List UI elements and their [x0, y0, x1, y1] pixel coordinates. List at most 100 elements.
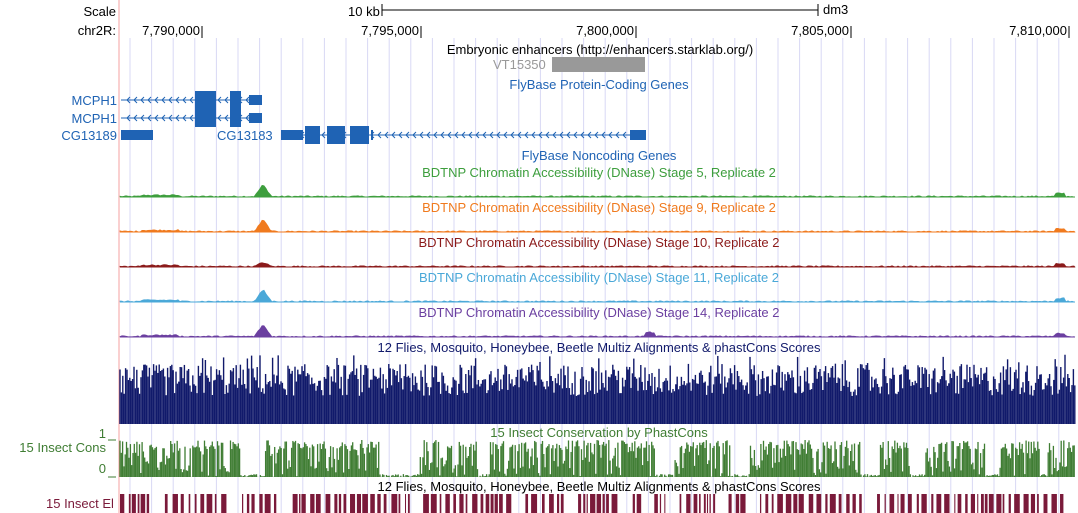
mcph1-b-strand-arrow [245, 114, 250, 122]
conserved-element [921, 494, 927, 513]
conserved-element [241, 494, 244, 513]
cg13183-strand-arrow [475, 131, 480, 139]
flybase-noncoding-track-title[interactable]: FlyBase Noncoding Genes [521, 148, 677, 163]
dnase-stage5-title[interactable]: BDTNP Chromatin Accessibility (DNase) St… [422, 165, 776, 180]
cg13183-strand-arrow [615, 131, 620, 139]
multiz-track-title[interactable]: 12 Flies, Mosquito, Honeybee, Beetle Mul… [377, 340, 821, 355]
dnase-signal-0 [119, 184, 1076, 198]
cg13183-strand-arrow [538, 131, 543, 139]
gene-label-mcph1-a[interactable]: MCPH1 [71, 93, 117, 108]
cg13183-strand-arrow [510, 131, 515, 139]
dnase-stage14-title[interactable]: BDTNP Chromatin Accessibility (DNase) St… [418, 305, 780, 320]
dnase-stage10-title[interactable]: BDTNP Chromatin Accessibility (DNase) St… [418, 235, 780, 250]
cons-track-title[interactable]: 15 Insect Conservation by PhastCons [490, 425, 708, 440]
conserved-element [560, 494, 564, 513]
conserved-element [606, 494, 609, 513]
conserved-element [531, 494, 538, 513]
conserved-element [480, 494, 484, 513]
conserved-element [980, 494, 984, 513]
conserved-element [877, 494, 880, 513]
conserved-element [140, 494, 146, 513]
conserved-element [808, 494, 814, 513]
cg13183-strand-arrow [573, 131, 578, 139]
cg13183-exon [350, 126, 369, 144]
conserved-element [1014, 494, 1020, 513]
conserved-element [407, 494, 410, 513]
elements-side-label[interactable]: 15 Insect El [46, 496, 114, 511]
conserved-element [829, 494, 836, 513]
elements-track-title[interactable]: 12 Flies, Mosquito, Honeybee, Beetle Mul… [377, 479, 821, 494]
conserved-element [785, 494, 792, 513]
conserved-element [172, 494, 178, 513]
conserved-element [740, 494, 746, 513]
conserved-element [377, 494, 381, 513]
conserved-element [465, 494, 468, 513]
conserved-element [699, 494, 701, 513]
cg13183-strand-arrow [447, 131, 452, 139]
conserved-element [632, 494, 635, 513]
mcph1-b-strand-arrow [133, 114, 138, 122]
cons-y-max-label: 1 [98, 426, 106, 441]
mcph1-a-strand-arrow [189, 96, 194, 104]
mcph1-a-strand-arrow [133, 96, 138, 104]
cg13183-strand-arrow [559, 131, 564, 139]
conserved-element [703, 494, 706, 513]
conserved-element [499, 494, 503, 513]
cg13183-strand-arrow [531, 131, 536, 139]
mcph1-b-strand-arrow [126, 114, 131, 122]
conserved-element [292, 494, 298, 513]
conserved-element [996, 494, 1002, 513]
gene-label-cg13189[interactable]: CG13189 [61, 128, 117, 143]
conserved-element [264, 494, 271, 513]
dnase-stage9-title[interactable]: BDTNP Chromatin Accessibility (DNase) St… [422, 200, 776, 215]
gene-label-cg13183[interactable]: CG13183 [217, 128, 273, 143]
conserved-element [970, 494, 975, 513]
conserved-element [472, 494, 478, 513]
cg13183-strand-arrow [405, 131, 410, 139]
conserved-element [120, 494, 125, 513]
conserved-element [180, 494, 184, 513]
conserved-element [636, 494, 642, 513]
conserved-element [343, 494, 347, 513]
conserved-element [194, 494, 197, 513]
cg13183-strand-arrow [433, 131, 438, 139]
conserved-element [578, 494, 582, 513]
cons-side-label[interactable]: 15 Insect Cons [19, 440, 106, 455]
cg13183-strand-arrow [321, 131, 326, 139]
conserved-element [984, 494, 988, 513]
mcph1-a-exon [195, 91, 216, 109]
conserved-element [1060, 494, 1064, 513]
flybase-coding-track-title[interactable]: FlyBase Protein-Coding Genes [509, 77, 689, 92]
enhancers-track-title[interactable]: Embryonic enhancers (http://enhancers.st… [446, 42, 754, 57]
conserved-element [1023, 494, 1029, 513]
conserved-element [957, 494, 962, 513]
cg13183-strand-arrow [601, 131, 606, 139]
conserved-element [423, 494, 429, 513]
scale-label: Scale [83, 4, 116, 19]
dnase-stage11-title[interactable]: BDTNP Chromatin Accessibility (DNase) St… [418, 270, 780, 285]
conserved-element [273, 494, 277, 513]
mcph1-b-strand-arrow [168, 114, 173, 122]
conserved-element [586, 494, 588, 513]
mcph1-b-exon [195, 109, 216, 127]
conserved-element [525, 494, 529, 513]
mcph1-a-strand-arrow [140, 96, 145, 104]
conserved-element [1002, 494, 1005, 513]
enhancer-feature-label[interactable]: VT15350 [493, 57, 546, 72]
conserved-element [596, 494, 602, 513]
conserved-element [816, 494, 822, 513]
cg13183-strand-arrow [440, 131, 445, 139]
conserved-element [490, 494, 494, 513]
conserved-element [771, 494, 774, 513]
gene-label-mcph1-b[interactable]: MCPH1 [71, 111, 117, 126]
cg13183-strand-arrow [468, 131, 473, 139]
conserved-element [542, 494, 545, 513]
cg13183-strand-arrow [496, 131, 501, 139]
conserved-element [246, 494, 250, 513]
ruler-position-3: 7,800,000 [576, 23, 634, 38]
conserved-element [706, 494, 709, 513]
cg13183-strand-arrow [489, 131, 494, 139]
cg13183-exon [630, 130, 646, 140]
